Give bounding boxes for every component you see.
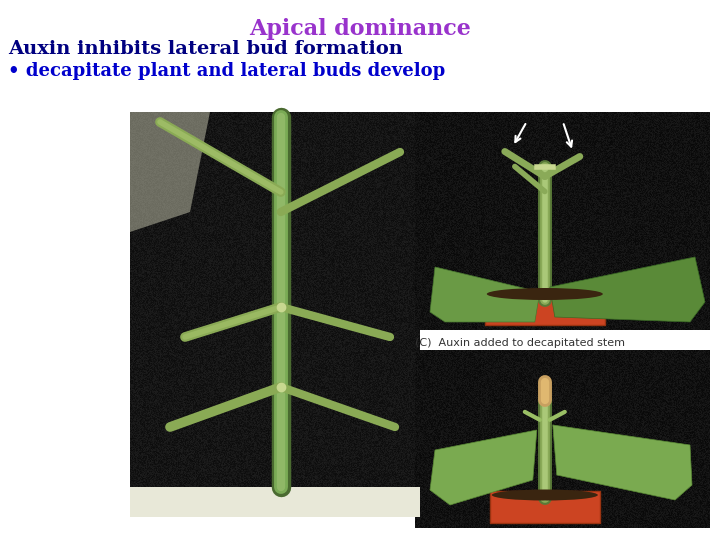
Text: (C)  Auxin added to decapitated stem: (C) Auxin added to decapitated stem [415,338,625,348]
Bar [485,290,605,325]
Text: Auxin inhibits lateral bud formation: Auxin inhibits lateral bud formation [8,40,403,58]
Polygon shape [553,425,692,500]
Polygon shape [130,112,210,232]
Polygon shape [430,267,540,322]
Text: • decapitate plant and lateral buds develop: • decapitate plant and lateral buds deve… [8,62,445,80]
Bar [130,487,420,517]
Text: Apical dominance: Apical dominance [249,18,471,40]
Polygon shape [430,430,537,505]
Bar [490,491,600,523]
Ellipse shape [492,489,598,501]
Polygon shape [550,257,705,322]
Ellipse shape [487,288,603,300]
